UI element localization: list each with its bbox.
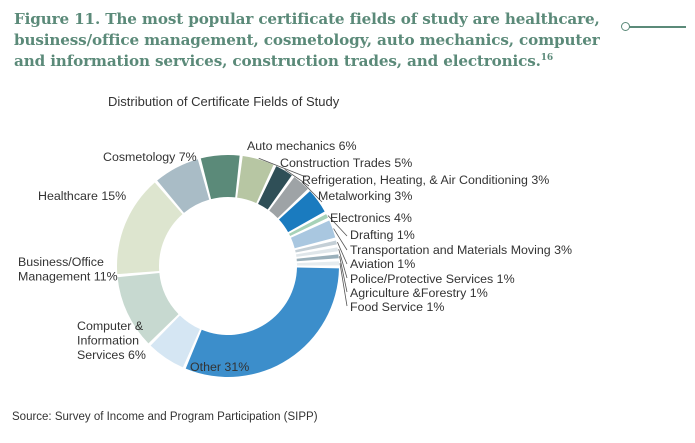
- slice-agriculture-forestry: [296, 254, 339, 262]
- slice-label: Agriculture &Forestry 1%: [350, 286, 488, 300]
- slice-business-office-management: [117, 272, 179, 344]
- slice-transportation-and-materials-moving: [290, 220, 336, 249]
- slice-label: Business/Office Management 11%: [18, 255, 118, 284]
- figure-heading: Figure 11. The most popular certificate …: [14, 9, 614, 72]
- leader-line: [338, 249, 348, 279]
- slice-healthcare: [117, 182, 183, 275]
- source-note: Source: Survey of Income and Program Par…: [12, 411, 318, 423]
- footnote-marker: 16: [540, 52, 554, 63]
- slice-other: [185, 267, 339, 377]
- leader-line: [333, 228, 348, 251]
- leader-line: [337, 242, 348, 265]
- leader-line: [284, 169, 310, 187]
- label-leaders: [258, 157, 348, 307]
- slice-label: Police/Protective Services 1%: [350, 272, 515, 286]
- leader-line: [301, 181, 323, 203]
- slice-refrigeration-heating-air-conditioning: [258, 166, 292, 210]
- slice-auto-mechanics: [200, 155, 240, 200]
- slice-electronics: [278, 191, 325, 233]
- slice-cosmetology: [157, 159, 210, 213]
- donut-slices: [117, 155, 339, 377]
- slice-labels: Auto mechanics 6% Construction Trades 5% R…: [18, 139, 572, 374]
- slice-police-protective-services: [296, 247, 339, 257]
- slice-construction-trades: [237, 155, 274, 204]
- leader-line: [339, 256, 348, 293]
- slice-label: Drafting 1%: [350, 228, 415, 242]
- slice-label: Transportation and Materials Moving 3%: [350, 243, 572, 257]
- slice-label: Computer & Information Services 6%: [77, 319, 146, 362]
- slice-label: Healthcare 15%: [38, 189, 126, 203]
- slice-label: Electronics 4%: [330, 211, 412, 225]
- chart-title: Distribution of Certificate Fields of St…: [108, 94, 340, 109]
- slice-food-service: [296, 261, 339, 266]
- slice-aviation: [295, 240, 337, 253]
- slice-label: Construction Trades 5%: [280, 156, 412, 170]
- heading-dot-icon: [621, 22, 630, 31]
- slice-label: Food Service 1%: [350, 300, 444, 314]
- leader-line: [327, 215, 348, 237]
- figure-heading-text: Figure 11. The most popular certificate …: [14, 10, 600, 70]
- slice-label: Auto mechanics 6%: [247, 139, 357, 153]
- leader-line: [339, 263, 348, 307]
- slice-label: Other 31%: [190, 360, 249, 374]
- slice-label: Refrigeration, Heating, & Air Conditioni…: [302, 173, 549, 187]
- slice-computer-information-services: [150, 315, 200, 368]
- slice-label: Metalworking 3%: [318, 189, 412, 203]
- heading-rule: [626, 26, 686, 28]
- slice-label: Cosmetology 7%: [103, 150, 197, 164]
- slice-label: Aviation 1%: [350, 257, 415, 271]
- leader-line: [258, 157, 307, 178]
- slice-metalworking: [269, 177, 308, 219]
- slice-drafting: [289, 214, 328, 236]
